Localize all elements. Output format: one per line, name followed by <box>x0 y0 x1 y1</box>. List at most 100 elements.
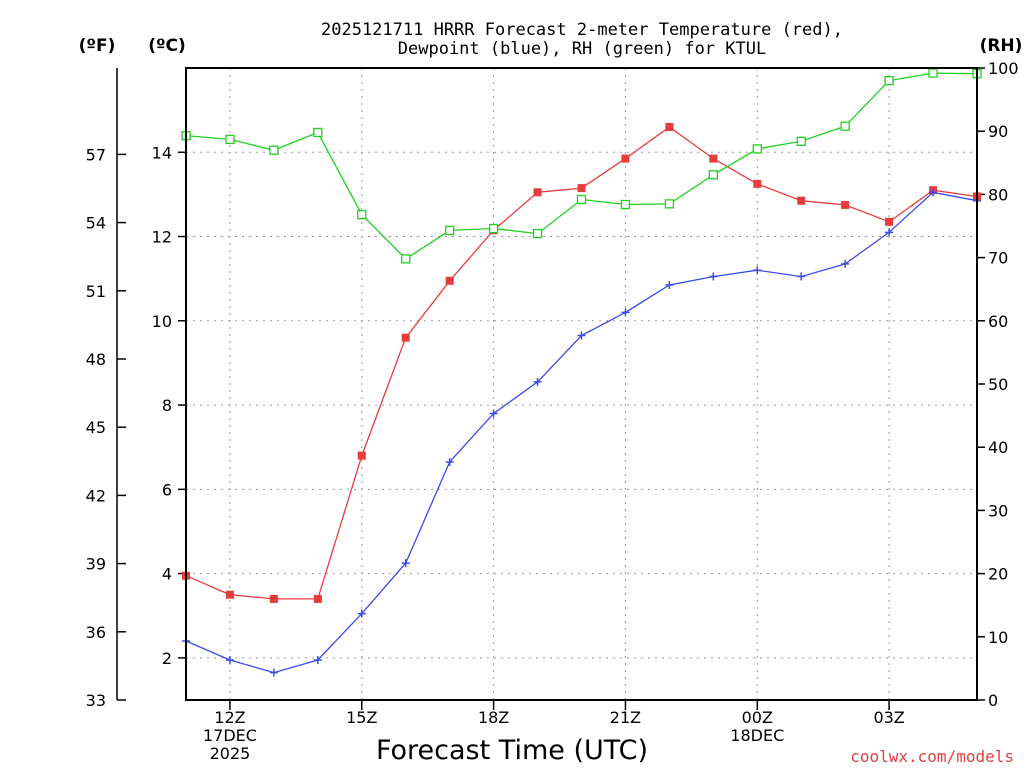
fahrenheit-tick-label: 57 <box>86 145 106 164</box>
rh-tick-label: 0 <box>988 691 998 710</box>
rh-unit-label: (RH) <box>980 36 1023 56</box>
temperature-point <box>357 451 366 460</box>
dewpoint-point <box>665 280 674 289</box>
rh-axis: 0 10 20 30 40 50 60 70 80 90 100 <box>977 59 1019 710</box>
rh-series-line <box>185 72 978 260</box>
chart-title: 2025121711 HRRR Forecast 2-meter Tempera… <box>321 20 843 40</box>
rh-point <box>664 199 675 209</box>
temperature-point <box>797 196 806 205</box>
dewpoint-point <box>885 228 894 237</box>
rh-tick-label: 90 <box>988 122 1008 141</box>
rh-tick-label: 10 <box>988 628 1008 647</box>
rh-point <box>796 136 806 146</box>
rh-point <box>357 209 367 220</box>
x-tick-label: 2025 <box>210 744 251 763</box>
dewpoint-point <box>445 457 454 466</box>
x-tick-label: 15Z <box>346 708 377 727</box>
temperature-point <box>401 333 410 342</box>
celsius-tick-label: 10 <box>152 312 172 331</box>
chart-subtitle: Dewpoint (blue), RH (green) for KTUL <box>398 39 766 59</box>
temperature-point <box>225 590 234 599</box>
temperature-point <box>445 276 454 285</box>
grid-lines <box>186 68 977 700</box>
dewpoint-point <box>709 272 718 281</box>
rh-tick-label: 30 <box>988 501 1008 520</box>
dewpoint-point <box>753 266 762 275</box>
rh-point <box>401 254 411 264</box>
x-tick-label: 12Z <box>214 708 245 727</box>
rh-tick-label: 70 <box>988 249 1008 268</box>
fahrenheit-tick-label: 36 <box>86 623 106 642</box>
rh-point <box>884 75 894 86</box>
celsius-tick-label: 4 <box>162 565 172 584</box>
dewpoint-point <box>401 559 410 568</box>
rh-point <box>708 170 718 180</box>
temperature-point <box>841 200 850 209</box>
celsius-tick-label: 2 <box>162 649 172 668</box>
celsius-tick-label: 8 <box>162 396 172 415</box>
temperature-point <box>753 179 762 188</box>
celsius-tick-label: 6 <box>162 480 172 499</box>
dewpoint-point <box>533 377 542 386</box>
temperature-point <box>665 122 674 131</box>
dewpoint-point <box>797 272 806 281</box>
rh-point <box>840 121 850 131</box>
rh-point <box>928 68 938 78</box>
fahrenheit-tick-label: 51 <box>86 282 106 301</box>
dewpoint-point <box>313 655 322 664</box>
rh-point <box>532 228 543 239</box>
rh-point <box>752 144 762 154</box>
rh-point <box>620 199 631 210</box>
x-tick-label: 00Z <box>742 708 773 727</box>
rh-tick-label: 20 <box>988 565 1008 584</box>
x-tick-label: 18DEC <box>730 726 784 745</box>
x-tick-label: 21Z <box>610 708 641 727</box>
x-tick-label: 18Z <box>478 708 509 727</box>
rh-tick-label: 100 <box>988 59 1019 78</box>
rh-tick-label: 40 <box>988 438 1008 457</box>
temperature-point <box>533 188 542 197</box>
temperature-point <box>269 594 278 603</box>
dewpoint-point <box>621 308 630 317</box>
dewpoint-point <box>577 331 586 340</box>
temperature-point <box>313 594 322 603</box>
fahrenheit-tick-label: 45 <box>86 418 106 437</box>
temperature-point <box>709 154 718 163</box>
temperature-point <box>621 154 630 163</box>
fahrenheit-tick-label: 33 <box>86 691 106 710</box>
dewpoint-point <box>841 259 850 268</box>
dewpoint-series-line <box>185 191 978 674</box>
dewpoint-point <box>357 609 366 618</box>
fahrenheit-tick-label: 48 <box>86 350 106 369</box>
dewpoint-point <box>929 188 938 197</box>
celsius-axis: 2 4 6 8 10 12 14 <box>152 143 186 668</box>
temperature-point <box>885 217 894 226</box>
rh-tick-label: 50 <box>988 375 1008 394</box>
x-tick-label: 17DEC <box>203 726 257 745</box>
rh-tick-label: 80 <box>988 185 1008 204</box>
fahrenheit-unit-label: (ºF) <box>79 36 116 56</box>
fahrenheit-tick-label: 54 <box>86 214 106 233</box>
rh-point <box>269 145 279 155</box>
fahrenheit-axis: 33 36 39 42 45 48 51 54 57 <box>86 68 126 710</box>
temperature-point <box>577 184 586 193</box>
dewpoint-point <box>269 668 278 677</box>
dewpoint-point <box>489 409 498 418</box>
celsius-tick-label: 12 <box>152 228 172 247</box>
dewpoint-point <box>225 655 234 664</box>
rh-point <box>225 134 235 145</box>
series-layer <box>181 68 982 677</box>
rh-tick-label: 60 <box>988 312 1008 331</box>
rh-point <box>488 223 499 234</box>
celsius-tick-label: 14 <box>152 143 172 162</box>
rh-point <box>576 194 587 205</box>
x-axis-label: Forecast Time (UTC) <box>376 735 648 766</box>
rh-point <box>313 127 323 138</box>
fahrenheit-tick-label: 42 <box>86 486 106 505</box>
celsius-unit-label: (ºC) <box>148 36 186 56</box>
credit-link[interactable]: coolwx.com/models <box>850 747 1014 766</box>
fahrenheit-tick-label: 39 <box>86 555 106 574</box>
plot-frame <box>185 67 978 701</box>
